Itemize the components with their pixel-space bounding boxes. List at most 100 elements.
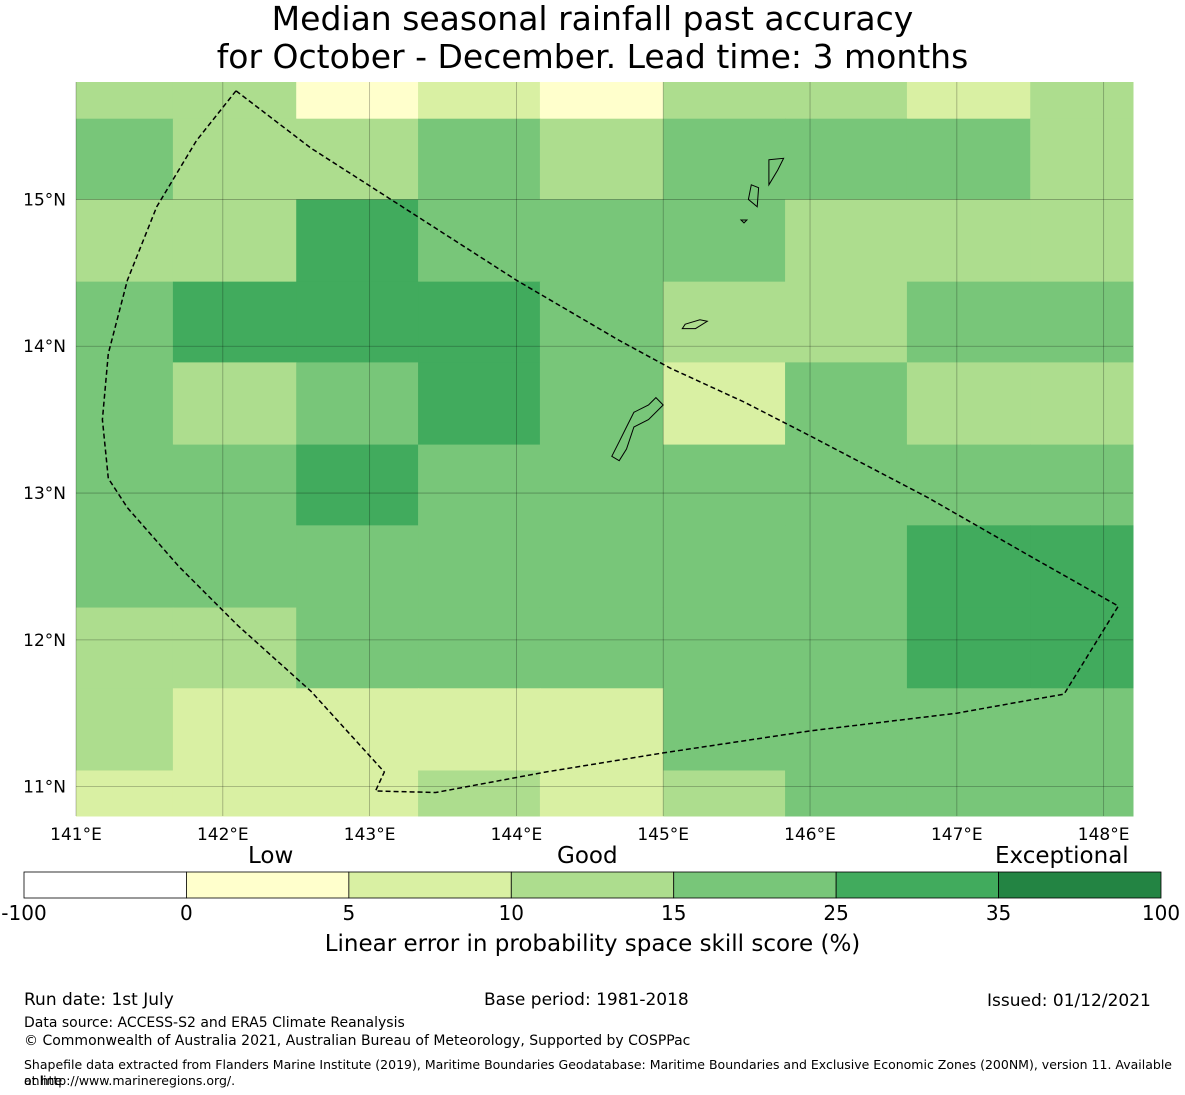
longitude-tick-label: 142°E [197, 825, 249, 845]
skill-cell [172, 444, 297, 526]
skill-cell [296, 362, 419, 446]
skill-cell [539, 688, 664, 771]
skill-cell [663, 199, 786, 283]
island-outline [611, 396, 664, 462]
skill-cell [1030, 281, 1134, 363]
latitude-tick-labels: 15°N 14°N 13°N 12°N 11°N [23, 190, 66, 797]
skill-cell [418, 607, 541, 689]
longitude-tick-label: 141°E [50, 825, 102, 845]
colorbar-bin [348, 871, 512, 899]
islands [611, 157, 785, 462]
skill-cell [539, 770, 664, 817]
skill-cell [785, 281, 908, 363]
latitude-tick-label: 15°N [23, 190, 66, 210]
skill-cell [172, 281, 297, 363]
colorbar-bin [23, 871, 187, 899]
skill-cell [663, 118, 786, 200]
longitude-tick-label: 147°E [931, 825, 983, 845]
skill-cell [906, 199, 1031, 283]
longitude-tick-label: 143°E [344, 825, 396, 845]
colorbar [23, 871, 1162, 899]
shapefile-credit-line-1: Shapefile data extracted from Flanders M… [24, 1057, 1172, 1088]
skill-cell [785, 770, 908, 817]
skill-cell [76, 82, 174, 120]
base-period: Base period: 1981-2018 [484, 990, 689, 1010]
skill-cell [785, 118, 908, 200]
skill-cell [663, 607, 786, 689]
graticule [75, 82, 1133, 816]
issued-date: Issued: 01/12/2021 [987, 991, 1151, 1011]
skill-cell [906, 444, 1031, 526]
skill-cell [663, 82, 786, 120]
skill-cell [539, 444, 664, 526]
colorbar-tick-label: 35 [985, 901, 1012, 925]
colorbar-tick-label: 10 [498, 901, 525, 925]
skill-cell [76, 607, 174, 689]
colorbar-tick-label: 5 [342, 901, 356, 925]
skill-cell [418, 688, 541, 771]
skill-cell [906, 362, 1031, 446]
skill-cells [76, 82, 1134, 817]
skill-cell [296, 525, 419, 609]
skill-cell [418, 199, 541, 283]
skill-cell [663, 281, 786, 363]
longitude-tick-label: 148°E [1078, 825, 1130, 845]
skill-cell [663, 770, 786, 817]
skill-cell [1030, 199, 1134, 283]
skill-cell [1030, 607, 1134, 689]
skill-cell [906, 607, 1031, 689]
latitude-tick-label: 13°N [23, 484, 66, 504]
skill-cell [785, 607, 908, 689]
skill-cell [906, 770, 1031, 817]
skill-cell [1030, 688, 1134, 771]
longitude-tick-label: 144°E [491, 825, 543, 845]
skill-cell [906, 281, 1031, 363]
skill-cell [663, 444, 786, 526]
category-label-exceptional: Exceptional [995, 843, 1129, 869]
colorbar-bin [998, 871, 1162, 899]
skill-cell [172, 607, 297, 689]
skill-cell [296, 118, 419, 200]
skill-cell [539, 362, 664, 446]
island-outline [739, 219, 749, 224]
skill-cell [296, 607, 419, 689]
skill-cell [1030, 118, 1134, 200]
skill-cell [1030, 362, 1134, 446]
skill-cell [539, 82, 664, 120]
category-label-good: Good [557, 843, 618, 869]
skill-cell [76, 118, 174, 200]
skill-cell [76, 444, 174, 526]
skill-cell [296, 199, 419, 283]
longitude-tick-labels: 141°E 142°E 143°E 144°E 145°E 146°E 147°E 148°E [50, 825, 1129, 845]
colorbar-tick-label: 15 [660, 901, 687, 925]
run-date: Run date: 1st July [24, 990, 174, 1010]
skill-cell [76, 525, 174, 609]
skill-cell [418, 118, 541, 200]
skill-cell [785, 444, 908, 526]
colorbar-bin [835, 871, 999, 899]
skill-cell [76, 199, 174, 283]
skill-cell [539, 281, 664, 363]
colorbar-tick-label: 25 [823, 901, 849, 925]
skill-cell [172, 688, 297, 771]
island-outline [768, 157, 785, 187]
colorbar-bin [186, 871, 350, 899]
skill-cell [785, 82, 908, 120]
skill-cell [539, 525, 664, 609]
skill-cell [418, 525, 541, 609]
island-outline [747, 184, 760, 208]
skill-cell [418, 82, 541, 120]
skill-cell [539, 118, 664, 200]
skill-map: 141°E 142°E 143°E 144°E 145°E 146°E 147°E 148°E… [23, 82, 1134, 845]
shapefile-credit-line-2: at http://www.marineregions.org/. [24, 1073, 236, 1088]
skill-cell [172, 82, 297, 120]
skill-cell [296, 444, 419, 526]
title-line-1: Median seasonal rainfall past accuracy [271, 0, 914, 38]
skill-cell [296, 688, 419, 771]
longitude-tick-label: 145°E [637, 825, 689, 845]
eez-boundary [101, 90, 1120, 794]
skill-cell [785, 688, 908, 771]
colorbar-bin [510, 871, 675, 899]
skill-cell [172, 362, 297, 446]
skill-cell [785, 525, 908, 609]
